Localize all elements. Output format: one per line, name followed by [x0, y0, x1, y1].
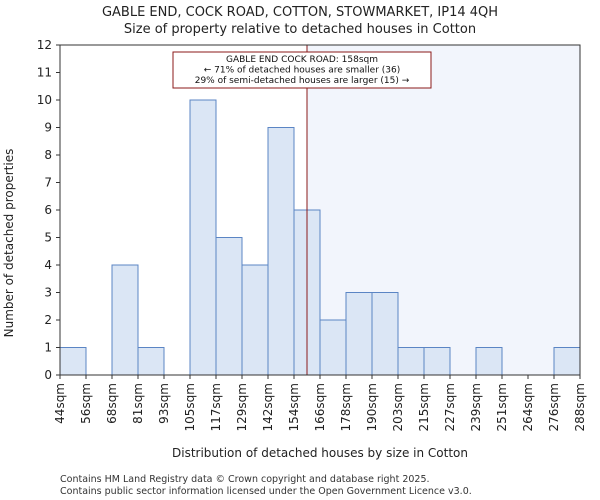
bar-239sqm: [475, 347, 503, 376]
x-axis-label: Distribution of detached houses by size …: [172, 446, 468, 460]
x-tick-label-81sqm: 81sqm: [131, 383, 145, 424]
x-tick-label-215sqm: 215sqm: [417, 383, 431, 431]
bar-276sqm: [553, 347, 581, 376]
chart-title: GABLE END, COCK ROAD, COTTON, STOWMARKET…: [102, 5, 498, 20]
x-tick-label-68sqm: 68sqm: [105, 383, 119, 424]
y-tick-label-3: 3: [44, 286, 52, 300]
x-tick-label-190sqm: 190sqm: [365, 383, 379, 431]
y-tick-label-6: 6: [44, 203, 52, 217]
footer-line-2: Contains public sector information licen…: [60, 486, 472, 497]
bar-105sqm: [189, 99, 217, 376]
y-tick-label-5: 5: [44, 231, 52, 245]
bar-142sqm: [267, 127, 295, 376]
x-tick-label-105sqm: 105sqm: [183, 383, 197, 431]
y-axis-label: Number of detached properties: [2, 149, 16, 338]
bar-81sqm: [137, 347, 165, 376]
x-tick-label-44sqm: 44sqm: [53, 383, 67, 424]
x-tick-label-166sqm: 166sqm: [313, 383, 327, 431]
annotation-line-3: 29% of semi-detached houses are larger (…: [195, 76, 410, 86]
x-tick-label-276sqm: 276sqm: [547, 383, 561, 431]
bar-203sqm: [397, 347, 425, 376]
annotation-line-1: GABLE END COCK ROAD: 158sqm: [226, 55, 378, 65]
y-tick-label-8: 8: [44, 148, 52, 162]
y-tick-label-4: 4: [44, 258, 52, 272]
bar-166sqm: [319, 319, 347, 376]
chart-subtitle: Size of property relative to detached ho…: [124, 22, 476, 37]
bar-68sqm: [111, 264, 139, 376]
bar-215sqm: [423, 347, 451, 376]
y-tick-label-0: 0: [44, 368, 52, 382]
x-tick-label-154sqm: 154sqm: [287, 383, 301, 431]
x-tick-label-117sqm: 117sqm: [209, 383, 223, 431]
bar-group: [59, 99, 581, 376]
y-tick-label-2: 2: [44, 313, 52, 327]
x-tick-label-227sqm: 227sqm: [443, 383, 457, 431]
y-tick-label-11: 11: [37, 66, 52, 80]
x-tick-label-264sqm: 264sqm: [521, 383, 535, 431]
y-tick-label-9: 9: [44, 121, 52, 135]
x-tick-label-142sqm: 142sqm: [261, 383, 275, 431]
x-axis-ticks: 44sqm 56sqm 68sqm 81sqm 93sqm 105sqm 117sqm 129…: [53, 375, 587, 431]
bar-178sqm: [345, 292, 373, 376]
x-tick-label-203sqm: 203sqm: [391, 383, 405, 431]
bar-190sqm: [371, 292, 399, 376]
x-tick-label-56sqm: 56sqm: [79, 383, 93, 424]
bar-117sqm: [215, 237, 243, 376]
y-tick-label-7: 7: [44, 176, 52, 190]
x-tick-label-93sqm: 93sqm: [157, 383, 171, 424]
x-tick-label-251sqm: 251sqm: [495, 383, 509, 431]
x-tick-label-239sqm: 239sqm: [469, 383, 483, 431]
x-tick-label-129sqm: 129sqm: [235, 383, 249, 431]
annotation-box: [172, 51, 432, 89]
bar-129sqm: [241, 264, 269, 376]
bar-44sqm: [59, 347, 87, 376]
annotation-line-2: ← 71% of detached houses are smaller (36…: [204, 66, 401, 76]
y-tick-label-12: 12: [37, 38, 52, 52]
y-tick-label-1: 1: [44, 341, 52, 355]
x-tick-label-288sqm: 288sqm: [573, 383, 587, 431]
x-tick-label-178sqm: 178sqm: [339, 383, 353, 431]
y-tick-label-10: 10: [37, 93, 52, 107]
footer-line-1: Contains HM Land Registry data © Crown c…: [60, 474, 430, 485]
